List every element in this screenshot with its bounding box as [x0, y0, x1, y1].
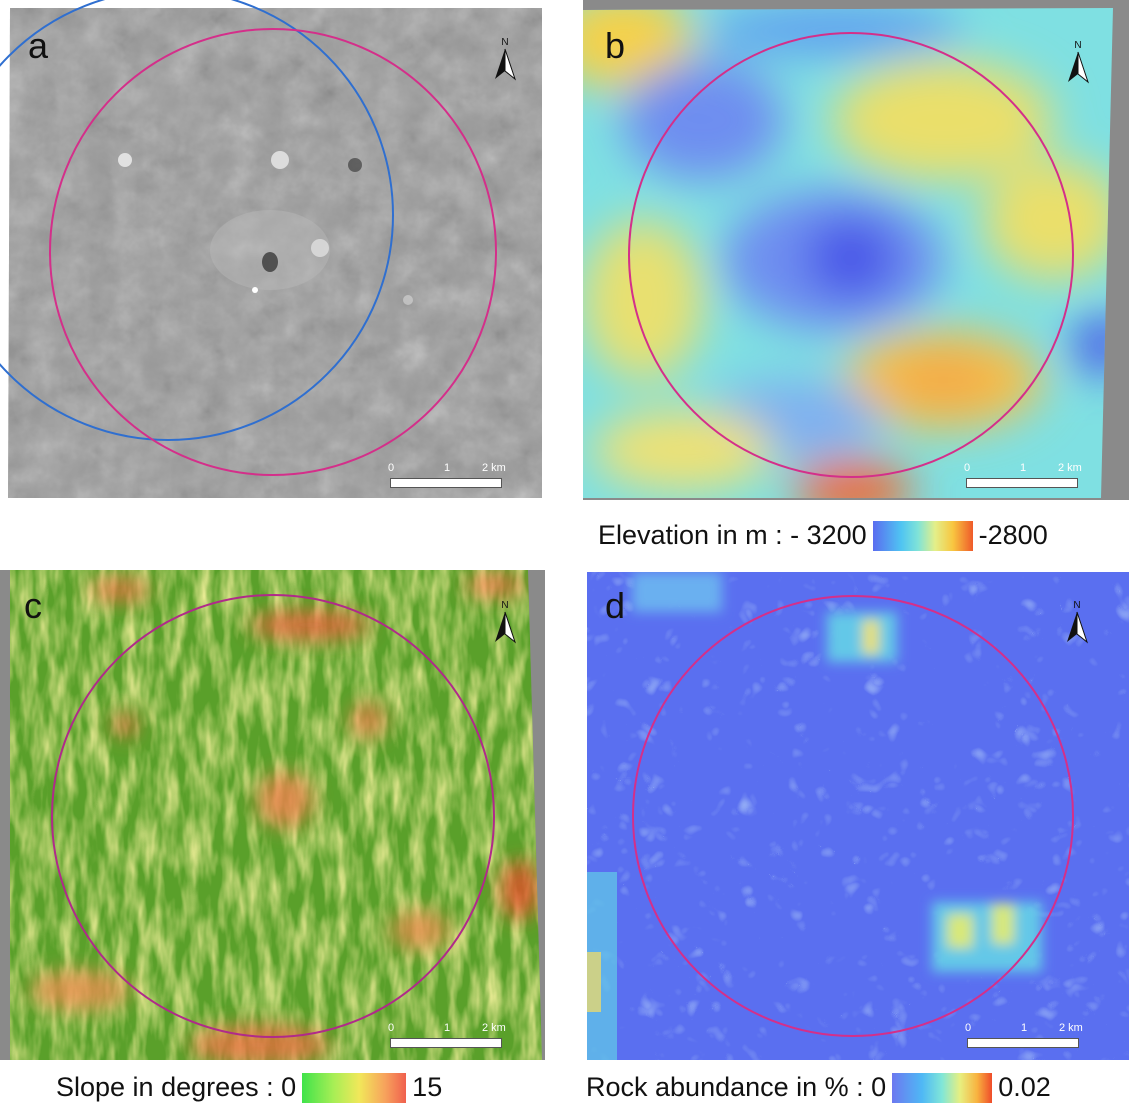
study-area-circle: [51, 594, 495, 1038]
scale-tick: 1: [1021, 1022, 1028, 1034]
north-label: N: [501, 37, 508, 48]
scale-bar-rect: [390, 478, 502, 488]
north-arrow-icon: N: [1062, 598, 1092, 646]
slope-legend-prefix: Slope in degrees : 0: [56, 1072, 297, 1102]
study-area-circle: [632, 595, 1074, 1037]
slope-legend-max: 15: [412, 1072, 443, 1102]
scale-tick: 2 km: [482, 462, 506, 474]
slope-color-ramp: [302, 1072, 407, 1103]
map-panel-b: b N 0 1 2 km: [583, 0, 1129, 500]
map-panel-d: d N 0 1 2 km: [587, 572, 1129, 1060]
rock-abundance-legend: Rock abundance in % : 0 0.02: [586, 1072, 1051, 1103]
north-arrow-icon: N: [490, 598, 520, 646]
panel-label-b: b: [605, 25, 626, 66]
panel-label-d: d: [605, 585, 626, 626]
north-label: N: [1074, 40, 1081, 51]
scale-bar-rect: [967, 1038, 1079, 1048]
scale-tick: 0: [388, 1022, 395, 1034]
north-arrow-icon: N: [1063, 38, 1093, 86]
north-arrow-icon: N: [490, 35, 520, 83]
scale-tick: 2 km: [482, 1022, 506, 1034]
scale-tick: 1: [444, 1022, 451, 1034]
north-label: N: [1073, 600, 1080, 611]
elevation-color-ramp: [872, 520, 973, 551]
secondary-circle: [0, 0, 394, 441]
study-area-circle: [49, 28, 497, 476]
grayscale-image-map: [0, 0, 542, 498]
scale-tick: 1: [444, 462, 451, 474]
map-panel-c: c N 0 1 2 km: [0, 570, 545, 1060]
rock-color-ramp: [892, 1072, 993, 1103]
elevation-legend-prefix: Elevation in m : - 3200: [598, 520, 867, 550]
scale-tick: 0: [388, 462, 395, 474]
scale-bar-rect: [966, 478, 1078, 488]
north-label: N: [501, 600, 508, 611]
scale-tick: 2 km: [1058, 462, 1082, 474]
study-area-circle: [628, 32, 1074, 478]
rock-abundance-map: [587, 572, 1129, 1060]
scale-tick: 2 km: [1059, 1022, 1083, 1034]
elevation-map: [583, 0, 1129, 500]
elevation-legend: Elevation in m : - 3200 -2800: [598, 520, 1048, 551]
map-panel-a: a N 0 1 2 km: [0, 0, 545, 500]
scale-bar: 0 1 2 km: [388, 462, 510, 500]
scale-bar-rect: [390, 1038, 502, 1048]
slope-legend: Slope in degrees : 0 15: [56, 1072, 442, 1103]
scale-tick: 0: [965, 1022, 972, 1034]
rock-legend-max: 0.02: [998, 1072, 1051, 1102]
scale-tick: 0: [964, 462, 971, 474]
elevation-legend-max: -2800: [978, 520, 1048, 550]
panel-label-c: c: [24, 585, 42, 626]
slope-map: [0, 570, 545, 1060]
scale-bar: 0 1 2 km: [964, 462, 1086, 500]
rock-legend-prefix: Rock abundance in % : 0: [586, 1072, 887, 1102]
panel-label-a: a: [28, 25, 49, 66]
scale-tick: 1: [1020, 462, 1027, 474]
scale-bar: 0 1 2 km: [965, 1022, 1087, 1060]
scale-bar: 0 1 2 km: [388, 1022, 510, 1060]
